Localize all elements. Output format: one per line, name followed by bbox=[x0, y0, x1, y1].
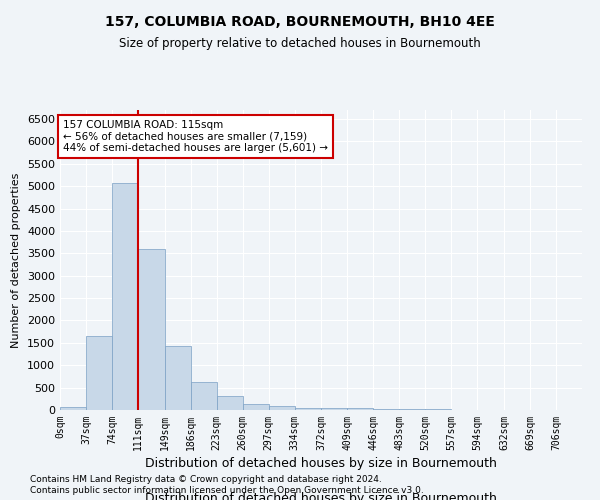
Bar bbox=[217, 396, 242, 410]
Text: Distribution of detached houses by size in Bournemouth: Distribution of detached houses by size … bbox=[145, 458, 497, 470]
Text: Size of property relative to detached houses in Bournemouth: Size of property relative to detached ho… bbox=[119, 38, 481, 51]
Text: 157, COLUMBIA ROAD, BOURNEMOUTH, BH10 4EE: 157, COLUMBIA ROAD, BOURNEMOUTH, BH10 4E… bbox=[105, 15, 495, 29]
Bar bbox=[112, 182, 138, 410]
Text: Contains HM Land Registry data © Crown copyright and database right 2024.: Contains HM Land Registry data © Crown c… bbox=[30, 475, 382, 484]
Y-axis label: Number of detached properties: Number of detached properties bbox=[11, 172, 22, 348]
Bar bbox=[373, 409, 400, 410]
Bar bbox=[347, 408, 373, 410]
Bar bbox=[138, 249, 164, 410]
Bar bbox=[322, 408, 347, 410]
Bar bbox=[191, 382, 217, 410]
X-axis label: Distribution of detached houses by size in Bournemouth: Distribution of detached houses by size … bbox=[145, 492, 497, 500]
Bar bbox=[242, 404, 269, 410]
Bar bbox=[269, 406, 295, 410]
Text: Contains public sector information licensed under the Open Government Licence v3: Contains public sector information licen… bbox=[30, 486, 424, 495]
Bar bbox=[295, 408, 322, 410]
Text: 157 COLUMBIA ROAD: 115sqm
← 56% of detached houses are smaller (7,159)
44% of se: 157 COLUMBIA ROAD: 115sqm ← 56% of detac… bbox=[63, 120, 328, 153]
Bar bbox=[86, 336, 112, 410]
Bar bbox=[164, 346, 191, 410]
Bar bbox=[60, 406, 86, 410]
